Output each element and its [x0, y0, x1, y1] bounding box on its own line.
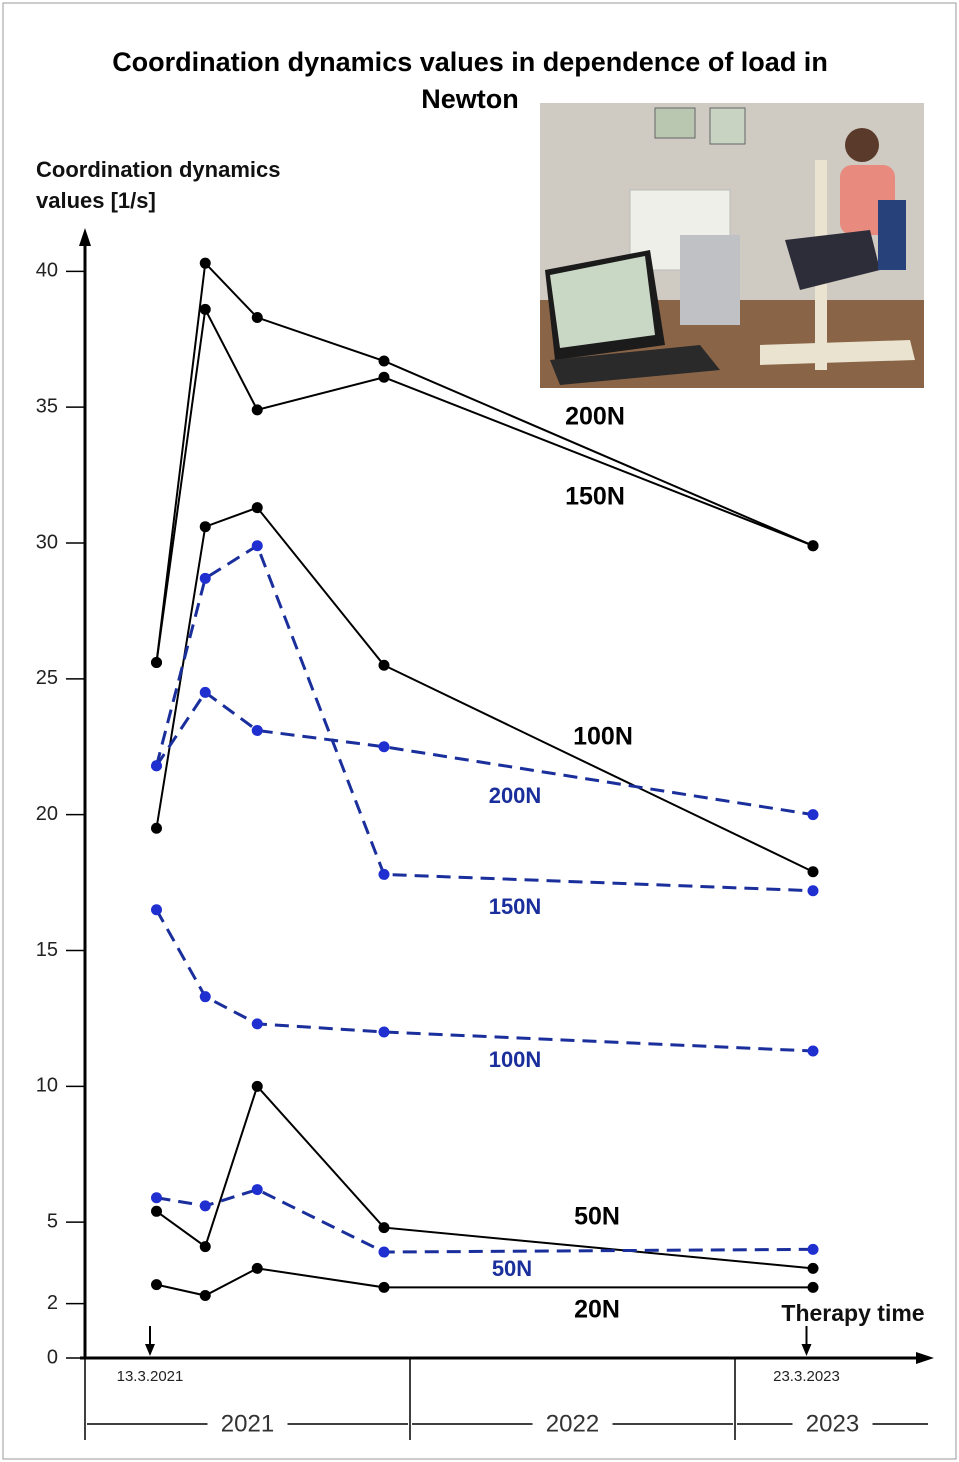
y-tick-label: 25 — [36, 667, 58, 689]
y-tick-label: 15 — [36, 939, 58, 961]
period-label: 2021 — [221, 1410, 274, 1437]
y-tick-label: 2 — [47, 1292, 58, 1314]
chart-title: Coordination dynamics values in dependen… — [60, 44, 880, 118]
series-label: 200N — [489, 783, 542, 808]
data-point — [252, 1018, 263, 1029]
data-point — [252, 312, 263, 323]
data-point — [379, 1222, 390, 1233]
data-point — [379, 1247, 390, 1258]
data-point — [200, 1290, 211, 1301]
data-point — [200, 1200, 211, 1211]
series-label: 150N — [489, 894, 542, 919]
y-axis-arrow — [79, 228, 91, 246]
data-point — [379, 355, 390, 366]
data-point — [151, 760, 162, 771]
series-label: 150N — [565, 483, 625, 511]
data-point — [808, 809, 819, 820]
data-point — [808, 866, 819, 877]
data-point — [200, 304, 211, 315]
data-point — [200, 521, 211, 532]
page: 0251015202530354013.3.202123.3.202320212… — [0, 0, 959, 1462]
chart: 0251015202530354013.3.202123.3.202320212… — [0, 0, 959, 1462]
data-point — [200, 573, 211, 584]
series-line — [157, 1190, 814, 1252]
data-point — [151, 657, 162, 668]
period-label: 2022 — [546, 1410, 599, 1437]
photo — [540, 103, 924, 388]
data-point — [379, 660, 390, 671]
series-line — [157, 692, 814, 814]
series-line — [157, 508, 814, 872]
y-tick-label: 30 — [36, 531, 58, 553]
series-label: 50N — [492, 1256, 532, 1281]
x-tick-label: 13.3.2021 — [117, 1368, 184, 1385]
data-point — [151, 1192, 162, 1203]
series-line — [157, 546, 814, 891]
data-point — [808, 1282, 819, 1293]
x-axis-arrow — [916, 1352, 934, 1364]
data-point — [252, 1263, 263, 1274]
data-point — [808, 1244, 819, 1255]
series-label: 200N — [565, 403, 625, 431]
data-point — [379, 1282, 390, 1293]
data-point — [379, 869, 390, 880]
x-axis-label: Therapy time — [781, 1300, 924, 1326]
series-line — [157, 910, 814, 1051]
data-point — [808, 1263, 819, 1274]
data-point — [252, 1081, 263, 1092]
period-label: 2023 — [806, 1410, 859, 1437]
data-point — [379, 372, 390, 383]
data-point — [151, 1279, 162, 1290]
y-tick-label: 5 — [47, 1210, 58, 1232]
data-point — [252, 1184, 263, 1195]
y-tick-label: 0 — [47, 1346, 58, 1368]
data-point — [151, 904, 162, 915]
y-tick-label: 10 — [36, 1075, 58, 1097]
series-label: 100N — [573, 723, 633, 751]
y-tick-label: 35 — [36, 395, 58, 417]
y-tick-label: 40 — [36, 260, 58, 282]
data-point — [252, 404, 263, 415]
data-point — [200, 1241, 211, 1252]
data-point — [252, 725, 263, 736]
series-line — [157, 1086, 814, 1268]
data-point — [200, 258, 211, 269]
data-point — [808, 1046, 819, 1057]
series-label: 100N — [489, 1047, 542, 1072]
data-point — [808, 540, 819, 551]
data-point — [379, 1027, 390, 1038]
series-label: 50N — [574, 1203, 620, 1231]
x-tick-label: 23.3.2023 — [773, 1368, 840, 1385]
y-tick-label: 20 — [36, 803, 58, 825]
x-tick-arrowhead — [802, 1344, 812, 1356]
data-point — [808, 885, 819, 896]
data-point — [252, 540, 263, 551]
data-point — [151, 1206, 162, 1217]
series-label: 20N — [574, 1296, 620, 1324]
x-tick-arrowhead — [145, 1344, 155, 1356]
data-point — [379, 741, 390, 752]
y-axis-label: Coordination dynamics values [1/s] — [36, 154, 346, 216]
data-point — [252, 502, 263, 513]
data-point — [200, 991, 211, 1002]
data-point — [200, 687, 211, 698]
data-point — [151, 823, 162, 834]
